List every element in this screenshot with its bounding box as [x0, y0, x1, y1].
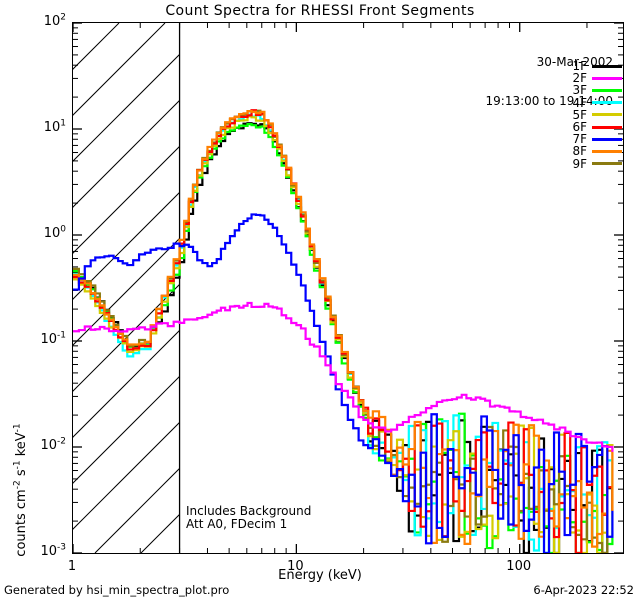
legend-label: 9F: [572, 156, 587, 171]
series-line-2f: [73, 301, 614, 452]
legend-color-swatch: [592, 125, 622, 129]
legend-item-2f: 2F: [572, 71, 622, 86]
x-axis-title: Energy (keV): [278, 568, 362, 583]
series-line-9f: [73, 109, 614, 553]
legend-color-swatch: [592, 149, 622, 153]
observation-date-block: 30-Mar-2002 19:13:00 to 19:14:00: [486, 30, 613, 134]
spectra-svg: [73, 23, 623, 553]
render-timestamp: 6-Apr-2023 22:52: [533, 583, 634, 597]
legend-label: 7F: [572, 132, 587, 147]
legend-color-swatch: [592, 76, 622, 80]
legend-label: 5F: [572, 107, 587, 122]
plot-frame: Includes Background Att A0, FDecim 1: [72, 22, 624, 554]
legend-item-3f: 3F: [572, 83, 622, 98]
x-tick-label: 1: [67, 559, 77, 574]
legend-item-6f: 6F: [572, 120, 622, 135]
y-tick-label: 100: [43, 224, 66, 241]
legend-color-swatch: [592, 64, 622, 68]
legend-item-8f: 8F: [572, 144, 622, 159]
legend-label: 3F: [572, 83, 587, 98]
legend-color-swatch: [592, 162, 622, 166]
legend-item-4f: 4F: [572, 95, 622, 110]
legend-item-1f: 1F: [572, 59, 622, 74]
legend-label: 4F: [572, 95, 587, 110]
legend-item-9f: 9F: [572, 156, 622, 171]
inplot-note-line2: Att A0, FDecim 1: [186, 517, 288, 531]
legend-color-swatch: [592, 137, 622, 141]
spectra-series-group: [73, 109, 614, 553]
legend-label: 1F: [572, 59, 587, 74]
legend-label: 8F: [572, 144, 587, 159]
inplot-note-line1: Includes Background: [186, 504, 312, 518]
legend-label: 2F: [572, 71, 587, 86]
x-tick-label: 100: [506, 559, 532, 574]
y-tick-label: 101: [43, 118, 66, 135]
legend-item-7f: 7F: [572, 132, 622, 147]
legend-color-swatch: [592, 88, 622, 92]
y-tick-label: 10-1: [40, 330, 66, 347]
y-tick-label: 10-2: [40, 436, 66, 453]
observation-time-range: 19:13:00 to 19:14:00: [485, 94, 613, 108]
generated-by-label: Generated by hsi_min_spectra_plot.pro: [4, 583, 230, 597]
plot-canvas: [73, 23, 623, 553]
series-line-6f: [73, 109, 614, 553]
y-tick-label: 102: [43, 12, 66, 29]
axis-ticks: [73, 23, 623, 553]
x-tick-label: 10: [287, 559, 304, 574]
inplot-note: Includes Background Att A0, FDecim 1: [186, 505, 311, 531]
series-line-8f: [73, 109, 614, 548]
legend-color-swatch: [592, 101, 622, 105]
page-title: Count Spectra for RHESSI Front Segments: [165, 3, 475, 19]
y-tick-label: 10-3: [40, 542, 66, 559]
legend-color-swatch: [592, 113, 622, 117]
legend-label: 6F: [572, 120, 587, 135]
series-line-7f: [73, 213, 614, 553]
legend: 1F 2F 3F 4F 5F 6F 7F 8F 9F: [572, 59, 622, 171]
legend-item-5f: 5F: [572, 107, 622, 122]
